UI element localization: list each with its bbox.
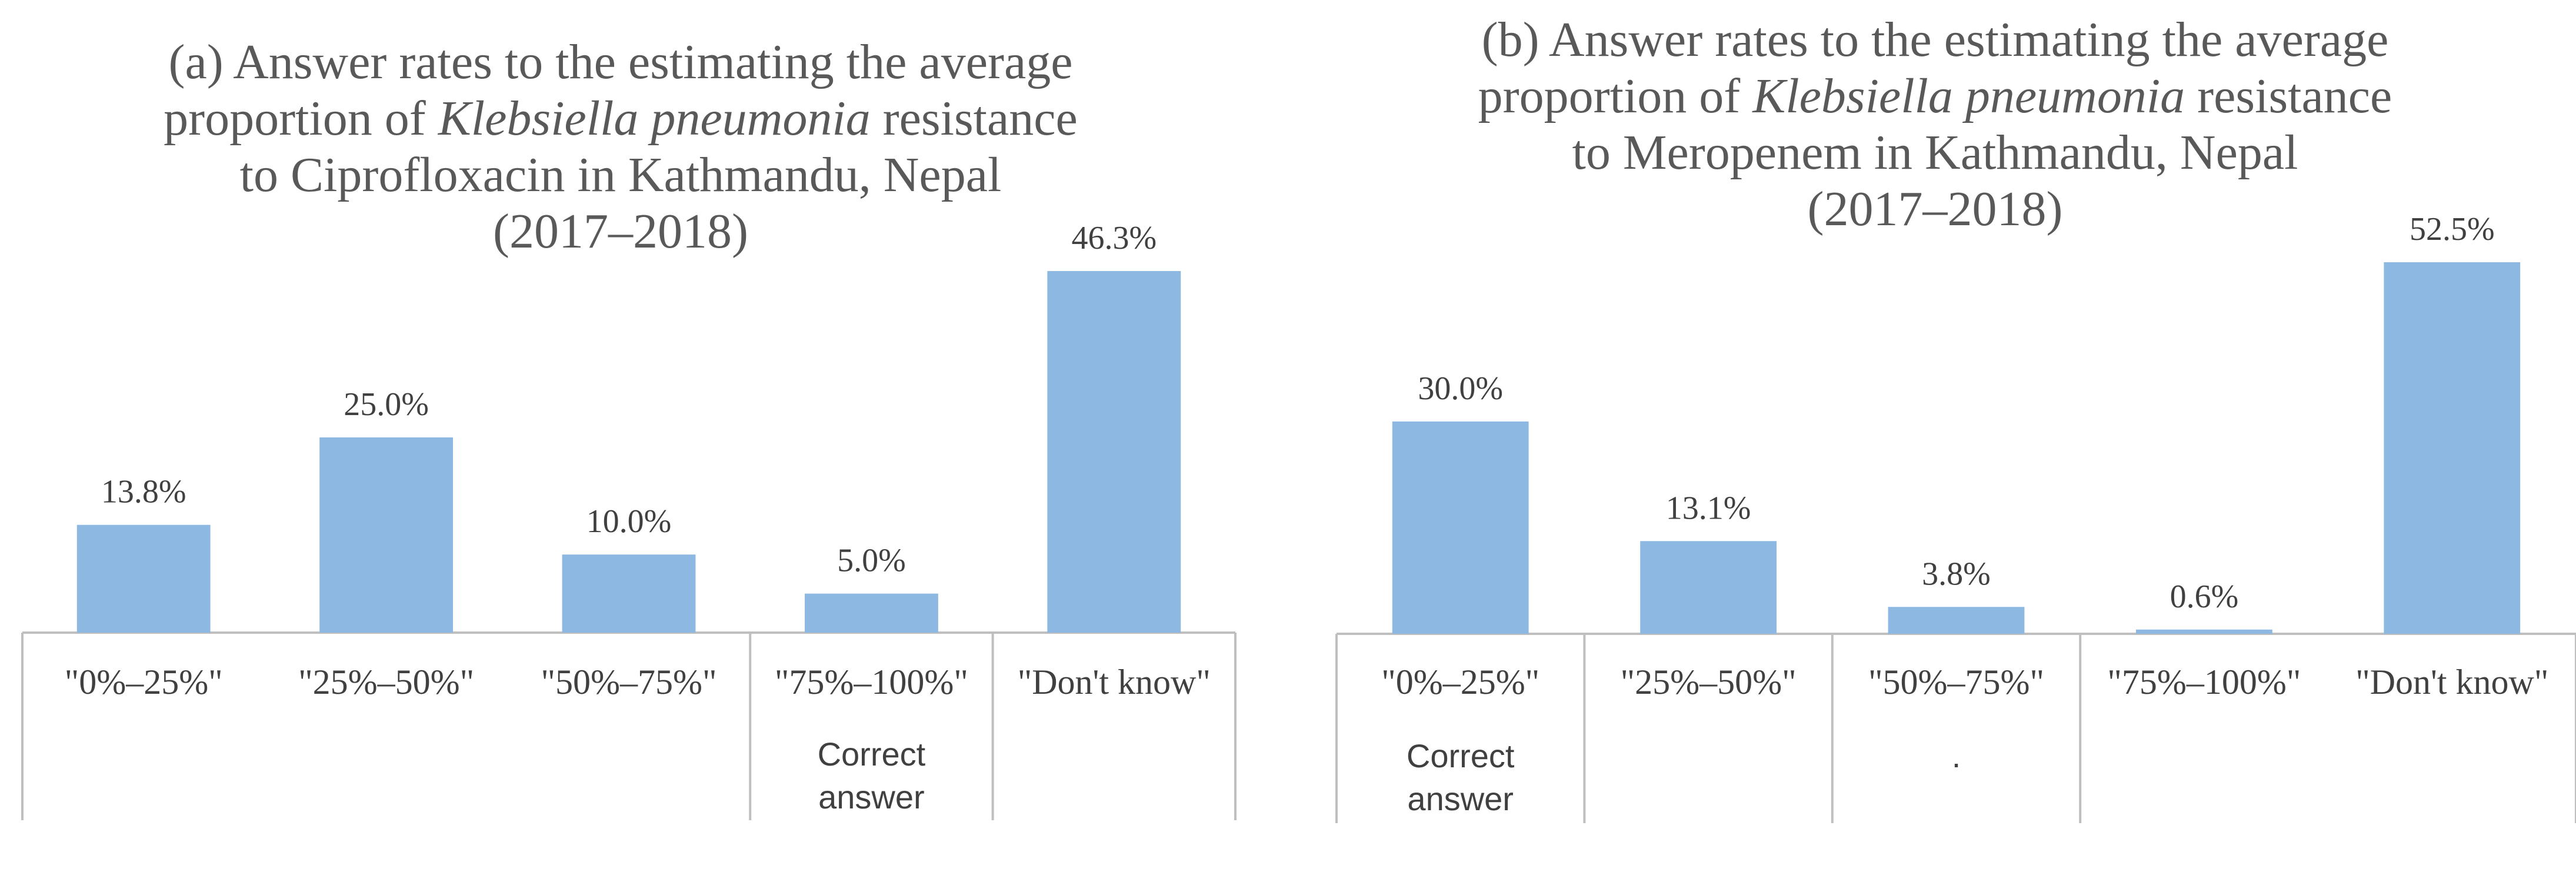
category-label: "25%–50%" xyxy=(1621,663,1797,701)
title-line-1: (a) Answer rates to the estimating the a… xyxy=(168,35,1073,89)
category-label: "Don't know" xyxy=(2355,663,2548,701)
category-label: "75%–100%" xyxy=(2107,663,2301,701)
bar xyxy=(2384,262,2521,634)
title-line-1: (b) Answer rates to the estimating the a… xyxy=(1481,12,2389,67)
bar xyxy=(1640,541,1777,634)
data-label: 10.0% xyxy=(586,503,672,540)
bar-chart-b: Correct answer. 30.0% "0%–25%" 13.1% "25%–50%… xyxy=(1335,211,2576,823)
bar xyxy=(562,554,696,633)
data-label: 30.0% xyxy=(1418,370,1503,407)
chart-panel-a: (a) Answer rates to the estimating the a… xyxy=(0,0,1277,879)
title-line-4: (2017–2018) xyxy=(493,204,748,259)
data-label: 46.3% xyxy=(1071,220,1157,256)
data-label: 25.0% xyxy=(344,386,429,423)
category-label: "75%–100%" xyxy=(775,663,968,701)
category-label: "0%–25%" xyxy=(1381,663,1539,701)
group-note-text: . xyxy=(1952,737,1961,774)
data-label: 5.0% xyxy=(837,543,906,579)
title-line-3: to Meropenem in Kathmandu, Nepal xyxy=(1572,125,2298,180)
category-label: "50%–75%" xyxy=(541,663,717,701)
bar xyxy=(1888,607,2025,634)
group-note-text: Correct xyxy=(818,736,926,773)
category-label: "25%–50%" xyxy=(298,663,474,701)
data-label: 52.5% xyxy=(2410,211,2495,248)
bar xyxy=(319,437,454,633)
group-note-text: answer xyxy=(1407,780,1514,817)
bar xyxy=(1047,271,1181,633)
category-label: "Don't know" xyxy=(1018,663,1211,701)
category-label: "50%–75%" xyxy=(1868,663,2044,701)
data-label: 13.8% xyxy=(101,474,186,510)
category-label: "0%–25%" xyxy=(65,663,223,701)
data-label: 13.1% xyxy=(1666,490,1751,526)
chart-title-a: (a) Answer rates to the estimating the a… xyxy=(0,34,1241,260)
bar-chart-a: Correct answer 13.8% "0%–25%" 25.0% "25%–50%"… xyxy=(21,220,1237,820)
chart-title-b: (b) Answer rates to the estimating the a… xyxy=(1294,12,2576,238)
bar xyxy=(76,524,211,633)
bar xyxy=(2136,629,2272,634)
data-label: 0.6% xyxy=(2170,579,2239,615)
bar xyxy=(1392,421,1529,634)
chart-panel-b: (b) Answer rates to the estimating the a… xyxy=(1294,0,2576,879)
group-note-text: Correct xyxy=(1407,737,1515,774)
title-line-3: to Ciprofloxacin in Kathmandu, Nepal xyxy=(239,148,1002,202)
title-line-4: (2017–2018) xyxy=(1807,182,2063,236)
group-note-text: answer xyxy=(818,778,925,816)
bar xyxy=(804,593,938,633)
title-line-2: proportion of Klebsiella pneumonia resis… xyxy=(164,91,1078,146)
title-line-2: proportion of Klebsiella pneumonia resis… xyxy=(1478,69,2392,123)
data-label: 3.8% xyxy=(1922,556,1991,592)
